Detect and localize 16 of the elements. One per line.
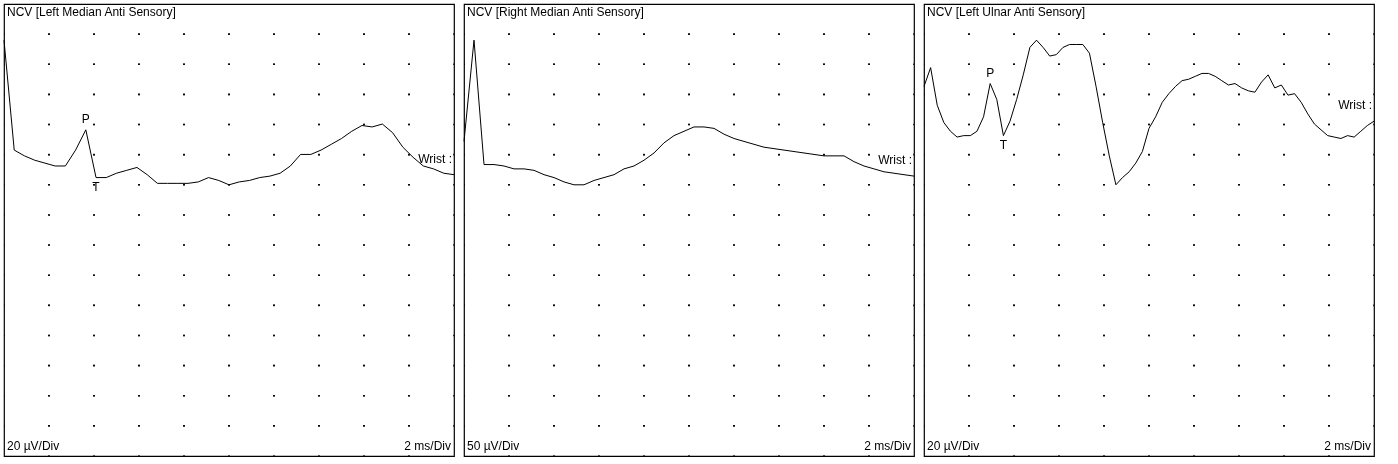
annotation: P [986,65,995,80]
series-label: Wrist : [1338,98,1372,113]
chart-title: NCV [Right Median Anti Sensory] [467,5,644,19]
x-axis-title: 2 ms/Div [404,439,451,453]
chart-title: NCV [Left Ulnar Anti Sensory] [927,5,1086,19]
series-label: Wrist : [878,153,912,168]
text: 20 µV/Div [927,439,980,453]
series-label: Wrist : [418,151,452,166]
annotation: T [999,137,1008,152]
text: 50 µV/Div [467,439,520,453]
x-axis-title: 2 ms/Div [864,439,911,453]
text: 20 µV/Div [7,439,60,453]
annotation: T [92,179,101,194]
chart-title: NCV [Left Median Anti Sensory] [7,5,176,19]
annotation: P [81,111,90,126]
x-axis-title: 2 ms/Div [1324,439,1371,453]
